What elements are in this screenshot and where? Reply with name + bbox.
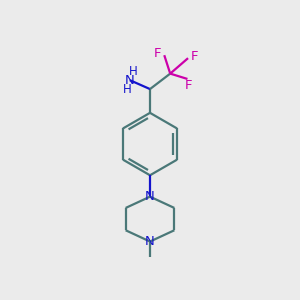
Text: N: N bbox=[145, 235, 155, 248]
Text: H: H bbox=[128, 65, 137, 78]
Text: F: F bbox=[154, 47, 161, 60]
Text: N: N bbox=[145, 190, 155, 203]
Text: F: F bbox=[185, 79, 193, 92]
Text: H: H bbox=[123, 82, 132, 96]
Text: N: N bbox=[125, 74, 135, 87]
Text: F: F bbox=[191, 50, 198, 63]
